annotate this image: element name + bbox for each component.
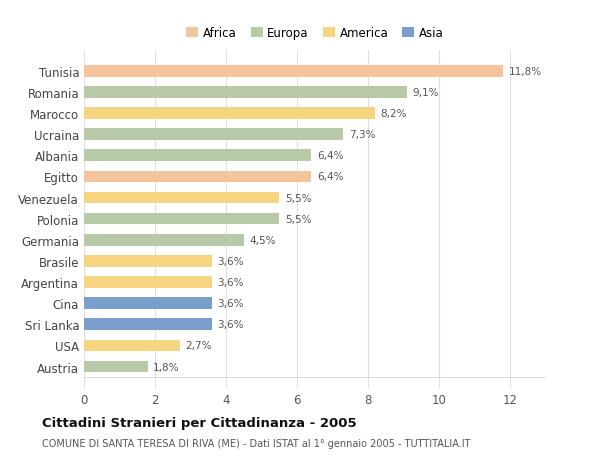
- Bar: [84, 150, 311, 162]
- Text: 3,6%: 3,6%: [217, 319, 244, 330]
- Bar: [84, 66, 503, 78]
- Text: 4,5%: 4,5%: [249, 235, 276, 245]
- Text: Cittadini Stranieri per Cittadinanza - 2005: Cittadini Stranieri per Cittadinanza - 2…: [42, 416, 356, 429]
- Text: 11,8%: 11,8%: [509, 67, 542, 77]
- Text: 3,6%: 3,6%: [217, 298, 244, 308]
- Text: 9,1%: 9,1%: [413, 88, 439, 98]
- Text: COMUNE DI SANTA TERESA DI RIVA (ME) - Dati ISTAT al 1° gennaio 2005 - TUTTITALIA: COMUNE DI SANTA TERESA DI RIVA (ME) - Da…: [42, 438, 470, 448]
- Text: 5,5%: 5,5%: [285, 214, 311, 224]
- Text: 6,4%: 6,4%: [317, 151, 343, 161]
- Bar: [84, 361, 148, 373]
- Bar: [84, 277, 212, 288]
- Bar: [84, 129, 343, 140]
- Bar: [84, 319, 212, 330]
- Text: 3,6%: 3,6%: [217, 256, 244, 266]
- Bar: [84, 87, 407, 99]
- Bar: [84, 340, 180, 352]
- Text: 7,3%: 7,3%: [349, 130, 375, 140]
- Bar: [84, 235, 244, 246]
- Text: 1,8%: 1,8%: [154, 362, 180, 372]
- Bar: [84, 192, 280, 204]
- Text: 2,7%: 2,7%: [185, 341, 212, 351]
- Legend: Africa, Europa, America, Asia: Africa, Europa, America, Asia: [182, 22, 448, 45]
- Bar: [84, 108, 376, 120]
- Bar: [84, 256, 212, 267]
- Text: 3,6%: 3,6%: [217, 277, 244, 287]
- Text: 5,5%: 5,5%: [285, 193, 311, 203]
- Text: 6,4%: 6,4%: [317, 172, 343, 182]
- Text: 8,2%: 8,2%: [381, 109, 407, 119]
- Bar: [84, 298, 212, 309]
- Bar: [84, 213, 280, 225]
- Bar: [84, 171, 311, 183]
